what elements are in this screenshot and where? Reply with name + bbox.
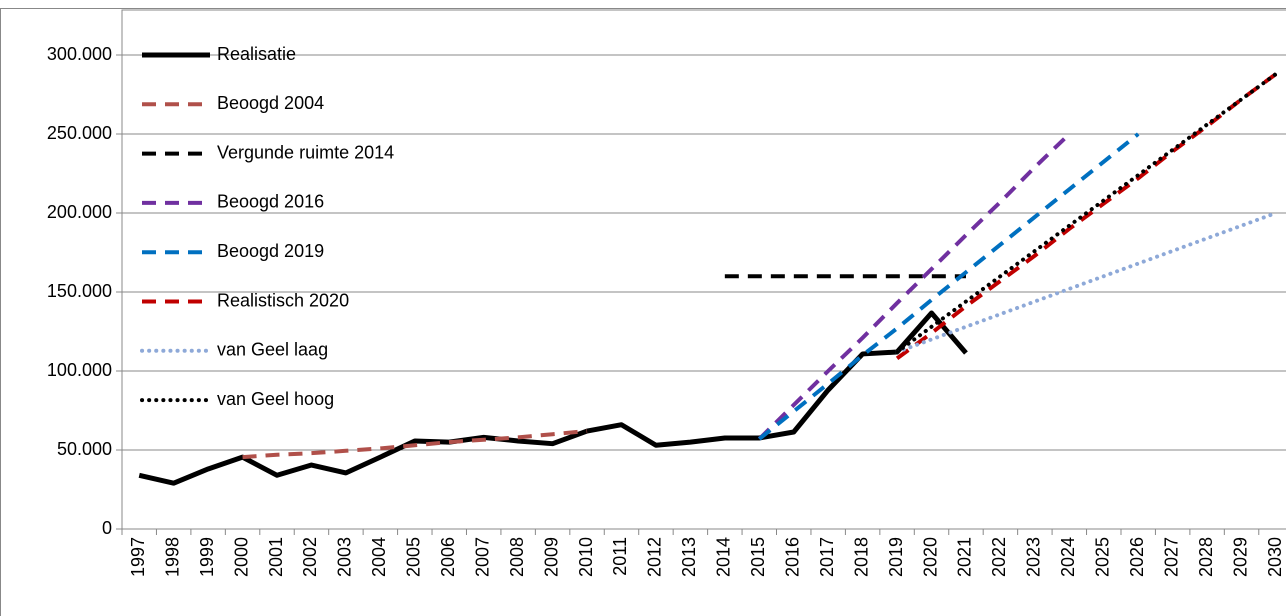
- x-tick-label: 2019: [886, 537, 906, 577]
- x-tick-label: 2028: [1196, 537, 1216, 577]
- series-line: [242, 429, 588, 460]
- y-tick-label: 0: [102, 518, 112, 538]
- x-tick-label: 2015: [748, 537, 768, 577]
- series-line: [138, 310, 968, 486]
- legend-label: Beoogd 2004: [217, 93, 324, 113]
- x-tick-label: 2029: [1230, 537, 1250, 577]
- x-tick-label: 2006: [438, 537, 458, 577]
- x-tick-label: 2014: [714, 537, 734, 577]
- legend-label: Vergunde ruimte 2014: [217, 142, 394, 162]
- x-tick-label: 1997: [128, 537, 148, 577]
- series-line: [895, 71, 1278, 355]
- x-tick-label: 2010: [576, 537, 596, 577]
- legend-label: Beoogd 2019: [217, 241, 324, 261]
- x-tick-label: 2025: [1093, 537, 1113, 577]
- series-line: [757, 132, 1071, 441]
- y-tick-label: 50.000: [57, 439, 112, 459]
- x-tick-label: 2017: [817, 537, 837, 577]
- legend-label: van Geel hoog: [217, 389, 334, 409]
- x-tick-label: 1998: [162, 537, 182, 577]
- series-line: [758, 132, 1140, 441]
- legend-label: van Geel laag: [217, 340, 328, 360]
- x-tick-label: 2001: [266, 537, 286, 577]
- x-tick-label: 2016: [782, 537, 802, 577]
- x-tick-label: 2027: [1161, 537, 1181, 577]
- x-tick-label: 2008: [507, 537, 527, 577]
- x-tick-label: 2030: [1265, 537, 1285, 577]
- x-tick-label: 2018: [851, 537, 871, 577]
- y-tick-label: 250.000: [47, 123, 112, 143]
- y-tick-label: 150.000: [47, 281, 112, 301]
- x-tick-label: 2021: [955, 537, 975, 577]
- y-tick-label: 100.000: [47, 360, 112, 380]
- x-tick-label: 2007: [472, 537, 492, 577]
- x-tick-label: 2022: [989, 537, 1009, 577]
- x-tick-label: 2020: [920, 537, 940, 577]
- plot-area: [121, 9, 1286, 530]
- x-tick-label: 2000: [231, 537, 251, 577]
- x-tick-label: 1999: [197, 537, 217, 577]
- y-tick-label: 200.000: [47, 202, 112, 222]
- x-tick-label: 2004: [369, 537, 389, 577]
- x-tick-label: 2012: [645, 537, 665, 577]
- legend-label: Realisatie: [217, 44, 296, 64]
- chart-border: [0, 8, 1286, 616]
- y-tick-label: 300.000: [47, 44, 112, 64]
- x-tick-label: 2013: [679, 537, 699, 577]
- x-tick-label: 2024: [1058, 537, 1078, 577]
- legend-label: Beoogd 2016: [217, 192, 324, 212]
- x-tick-label: 2009: [541, 537, 561, 577]
- x-tick-label: 2011: [610, 537, 630, 576]
- x-tick-label: 2026: [1127, 537, 1147, 577]
- x-tick-label: 2023: [1024, 537, 1044, 577]
- x-tick-label: 2005: [404, 537, 424, 577]
- x-tick-label: 2002: [300, 537, 320, 577]
- x-tick-label: 2003: [335, 537, 355, 577]
- series-line: [895, 211, 1278, 355]
- legend-label: Realistisch 2020: [217, 290, 349, 310]
